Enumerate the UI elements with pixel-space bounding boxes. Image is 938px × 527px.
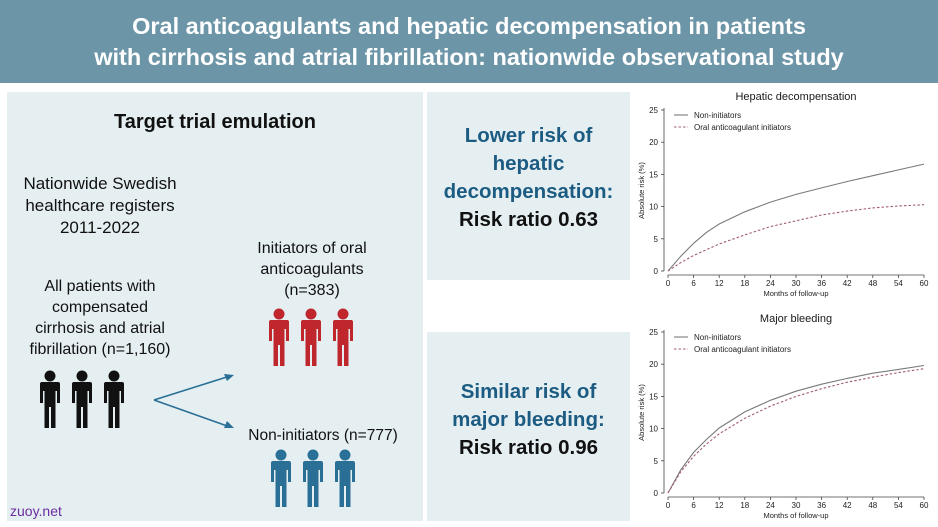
legend-entry: Oral anticoagulant initiators — [694, 345, 791, 354]
y-tick-label: 10 — [649, 425, 658, 434]
arrowhead-down-icon — [224, 421, 234, 428]
x-tick-label: 0 — [666, 279, 671, 288]
x-tick-label: 30 — [792, 279, 801, 288]
x-tick-label: 54 — [894, 279, 903, 288]
x-tick-label: 60 — [920, 279, 929, 288]
major-bleeding-chart: Major bleeding 0 5 10 15 20 25 0 6 12 18 24 30 36 42 48… — [637, 313, 929, 520]
initiators-text: Initiators of oral anticoagulants (n=383… — [257, 240, 367, 299]
x-tick-label: 42 — [843, 501, 852, 510]
y-tick-label: 15 — [649, 170, 658, 179]
series-line-noninitiators — [667, 163, 925, 272]
y-tick-label: 25 — [649, 106, 658, 115]
x-tick-label: 42 — [843, 279, 852, 288]
y-axis-label: Absolute risk (%) — [637, 384, 646, 441]
y-tick-label: 20 — [649, 360, 658, 369]
hepatic-decompensation-chart: Hepatic decompensation 0 5 10 15 20 25 0 6 12 18 24… — [637, 91, 929, 298]
x-tick-label: 18 — [740, 279, 749, 288]
x-tick-label: 36 — [817, 279, 826, 288]
y-tick-label: 10 — [649, 203, 658, 212]
x-tick-label: 12 — [715, 501, 724, 510]
series-line-noninitiators — [667, 364, 925, 494]
x-tick-label: 18 — [740, 501, 749, 510]
chart-title: Hepatic decompensation — [735, 91, 856, 103]
legend-entry: Non-initiators — [694, 333, 741, 342]
x-tick-label: 0 — [666, 501, 671, 510]
arrow-to-noninitiators — [153, 399, 231, 428]
noninitiators-people-icon — [271, 449, 355, 507]
x-tick-label: 48 — [868, 279, 877, 288]
x-tick-label: 6 — [691, 501, 696, 510]
x-tick-label: 36 — [817, 501, 826, 510]
y-tick-label: 5 — [654, 235, 659, 244]
x-axis-label: Months of follow-up — [763, 511, 828, 520]
title-line-2: with cirrhosis and atrial fibrillation: … — [94, 43, 844, 70]
noninitiators-text: Non-initiators (n=777) — [248, 427, 398, 444]
y-axis-label: Absolute risk (%) — [637, 162, 646, 219]
x-tick-label: 30 — [792, 501, 801, 510]
initiators-people-icon — [269, 308, 353, 366]
y-tick-label: 5 — [654, 457, 659, 466]
bleeding-result-text: Similar risk of major bleeding: Risk rat… — [427, 378, 630, 462]
y-tick-label: 15 — [649, 392, 658, 401]
x-tick-label: 54 — [894, 501, 903, 510]
arrow-to-initiators — [153, 375, 231, 401]
bleeding-result-panel — [427, 332, 630, 521]
bleeding-risk-ratio: Risk ratio 0.96 — [458, 436, 598, 459]
y-tick-label: 25 — [649, 328, 658, 337]
header-banner: Oral anticoagulants and hepatic decompen… — [0, 0, 938, 83]
hepatic-result-panel — [427, 92, 630, 280]
title-line-1: Oral anticoagulants and hepatic decompen… — [132, 12, 806, 39]
chart-title: Major bleeding — [760, 313, 832, 325]
target-trial-title: Target trial emulation — [114, 111, 316, 133]
legend-entry: Non-initiators — [694, 111, 741, 120]
x-tick-label: 12 — [715, 279, 724, 288]
hepatic-result-text: Lower risk of hepatic decompensation: Ri… — [427, 122, 630, 234]
hepatic-risk-ratio: Risk ratio 0.63 — [458, 208, 598, 231]
y-tick-label: 0 — [654, 489, 659, 498]
y-tick-label: 20 — [649, 138, 658, 147]
x-tick-label: 6 — [691, 279, 696, 288]
series-line-initiators — [667, 204, 925, 272]
series-line-initiators — [667, 368, 925, 494]
registers-text: Nationwide Swedish healthcare registers … — [23, 174, 177, 237]
all-patients-text: All patients with compensated cirrhosis … — [29, 278, 171, 358]
all-patients-people-icon — [40, 370, 124, 428]
x-tick-label: 24 — [766, 501, 775, 510]
legend-entry: Oral anticoagulant initiators — [694, 123, 791, 132]
y-tick-label: 0 — [654, 267, 659, 276]
x-tick-label: 24 — [766, 279, 775, 288]
x-tick-label: 60 — [920, 501, 929, 510]
watermark: zuoy.net — [10, 503, 62, 519]
branch-arrows-icon — [153, 374, 234, 428]
arrowhead-up-icon — [224, 374, 234, 381]
x-axis-label: Months of follow-up — [763, 289, 828, 298]
target-trial-panel — [7, 92, 423, 521]
x-tick-label: 48 — [868, 501, 877, 510]
